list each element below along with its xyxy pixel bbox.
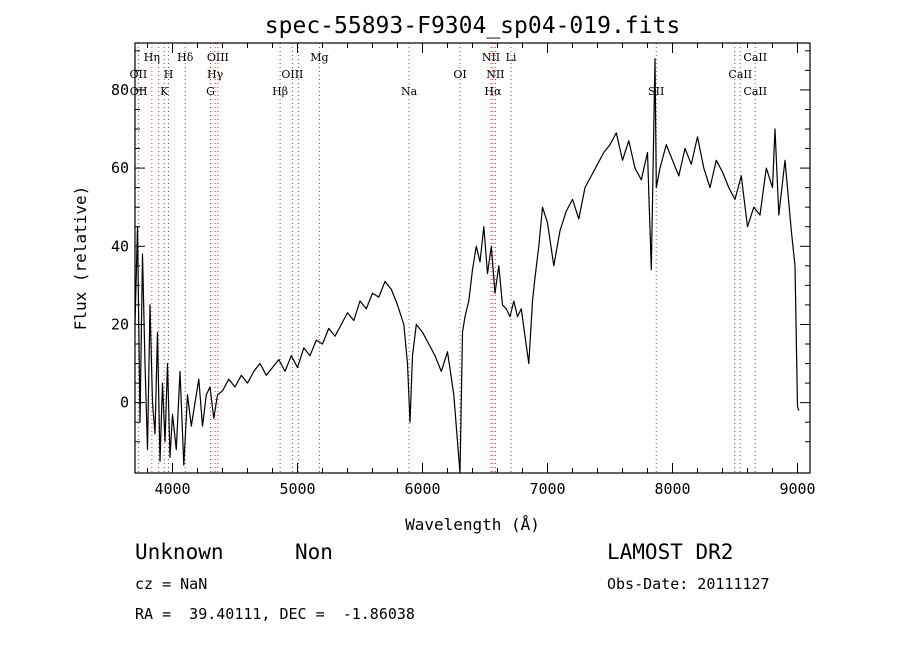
marker-label: NII [482,51,500,64]
marker-label: OI [453,68,466,81]
marker-label: CaII [728,68,752,81]
marker-label: Hγ [207,68,224,81]
marker-label: G [206,85,215,98]
marker-label: OIII [281,68,303,81]
marker-label: K [160,85,169,98]
marker-label: OII [130,85,148,98]
marker-label: CaII [743,51,767,64]
y-tick-label: 40 [111,237,129,255]
spectrum-chart: 4000 5000 6000 7000 8000 9000 0 20 40 60 80 Hη OII OI… [71,13,816,534]
marker-label: Li [506,51,517,64]
x-tick-label: 8000 [654,480,690,498]
marker-label: SII [648,85,664,98]
survey-label: LAMOST DR2 [607,540,734,564]
y-tick-label: 60 [111,159,129,177]
marker-label: H [164,68,174,81]
redshift-text: cz = NaN [135,575,208,593]
marker-label: Na [401,85,418,98]
obs-date-text: Obs-Date: 20111127 [607,575,770,593]
marker-label: CaII [743,85,767,98]
marker-label: Mg [310,51,328,64]
marker-label: NII [486,68,504,81]
x-tick-label: 7000 [529,480,565,498]
y-tick-label: 80 [111,81,129,99]
chart-title: spec-55893-F9304_sp04-019.fits [265,13,680,39]
object-class: Unknown [135,540,224,564]
x-tick-label: 9000 [779,480,815,498]
marker-label: Hβ [272,85,288,98]
marker-label: OIII [207,51,229,64]
y-axis-label: Flux (relative) [71,186,90,331]
x-tick-label: 4000 [154,480,190,498]
x-tick-label: 6000 [404,480,440,498]
object-subclass: Non [295,540,333,564]
marker-label: Hα [484,85,502,98]
marker-label: Hη [144,51,160,64]
marker-label: Hδ [177,51,194,64]
coordinates-text: RA = 39.40111, DEC = -1.86038 [135,605,415,623]
x-axis-label: Wavelength (Å) [405,515,540,534]
marker-label: OII [130,68,148,81]
y-tick-label: 0 [120,394,129,412]
plot-frame [134,42,811,474]
x-tick-label: 5000 [279,480,315,498]
spectrum-line [134,57,800,474]
y-tick-label: 20 [111,315,129,333]
